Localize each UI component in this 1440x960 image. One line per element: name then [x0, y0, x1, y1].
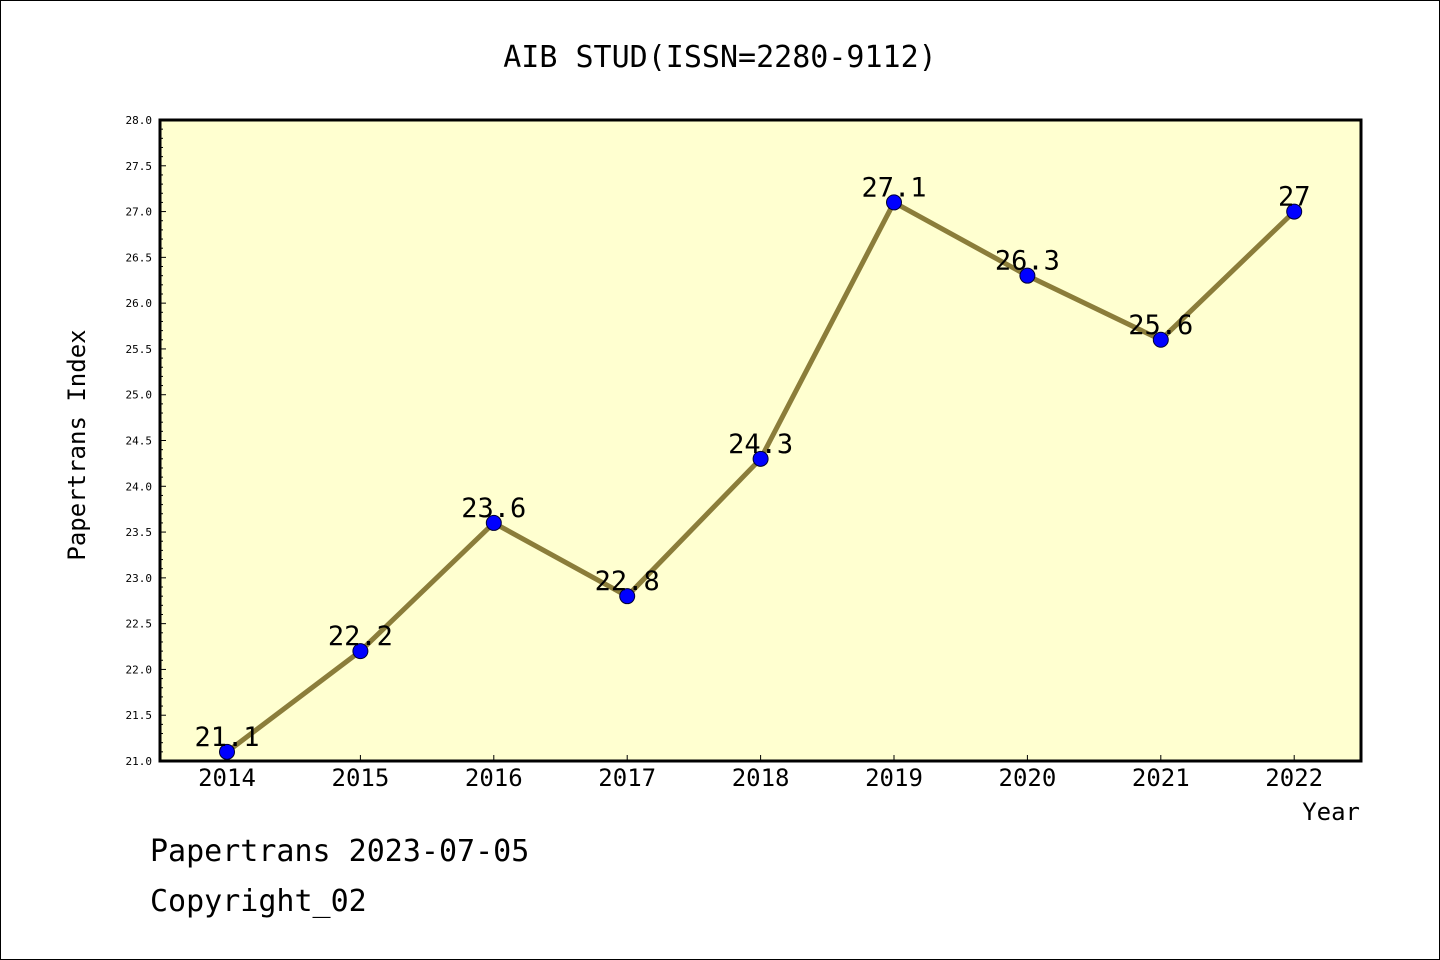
y-tick-label: 28.0	[126, 114, 153, 127]
x-tick-label: 2014	[198, 764, 256, 792]
y-tick-label: 25.0	[126, 389, 153, 402]
y-axis: 21.0 21.5 22.0 22.5 23.0 23.5 24.0 24.5 25.0 25.5…	[126, 114, 166, 768]
y-tick-label: 22.0	[126, 663, 153, 676]
data-point	[1286, 203, 1303, 220]
y-tick-label: 24.5	[126, 435, 153, 448]
data-point	[219, 743, 235, 760]
data-label: 24.3	[728, 429, 793, 460]
x-tick-label: 2018	[732, 764, 790, 792]
y-tick-label: 23.0	[126, 572, 153, 585]
data-label: 23.6	[461, 493, 526, 524]
y-tick-label: 21.5	[126, 709, 153, 722]
series-layer	[219, 194, 1303, 760]
data-label: 27.1	[861, 172, 926, 203]
x-tick-label: 2017	[598, 764, 656, 792]
x-tick-label: 2015	[332, 764, 390, 792]
footer-date: Papertrans 2023-07-05	[150, 834, 530, 869]
data-label: 22.8	[595, 566, 660, 597]
data-point	[352, 643, 369, 660]
data-point	[886, 194, 902, 211]
y-tick-label: 25.5	[126, 343, 153, 356]
chart-title: AIB STUD(ISSN=2280-9112)	[503, 40, 936, 75]
x-tick-label: 2022	[1265, 764, 1323, 792]
data-label: 27	[1278, 182, 1311, 213]
footer-copyright: Copyright_02	[150, 884, 367, 919]
data-point	[485, 514, 502, 531]
y-tick-label: 26.5	[126, 251, 153, 264]
data-point	[752, 450, 769, 467]
y-axis-label: Papertrans Index	[63, 329, 91, 560]
y-tick-label: 21.0	[126, 755, 153, 768]
data-label: 26.3	[995, 246, 1060, 277]
data-point	[619, 588, 636, 605]
data-labels: 21.1 22.2 23.6 22.8 24.3 27.1 26.3 25.6 27	[194, 172, 1310, 752]
y-tick-label: 23.5	[126, 526, 153, 539]
y-tick-label: 24.0	[126, 480, 153, 493]
y-tick-label: 26.0	[126, 297, 153, 310]
x-axis: 2014 2015 2016 2017 2018 2019 2020 2021 2022	[198, 755, 1323, 792]
x-axis-label: Year	[1302, 798, 1360, 826]
y-tick-label: 22.5	[126, 618, 153, 631]
y-tick-label: 27.5	[126, 160, 153, 173]
data-label: 21.1	[194, 722, 259, 753]
y-tick-label: 27.0	[126, 206, 153, 219]
x-tick-label: 2019	[865, 764, 923, 792]
data-label: 22.2	[328, 621, 393, 652]
x-tick-label: 2021	[1132, 764, 1190, 792]
data-label: 25.6	[1128, 310, 1193, 341]
x-tick-label: 2020	[999, 764, 1057, 792]
x-tick-label: 2016	[465, 764, 523, 792]
data-point	[1152, 331, 1169, 348]
data-point	[1019, 267, 1036, 284]
